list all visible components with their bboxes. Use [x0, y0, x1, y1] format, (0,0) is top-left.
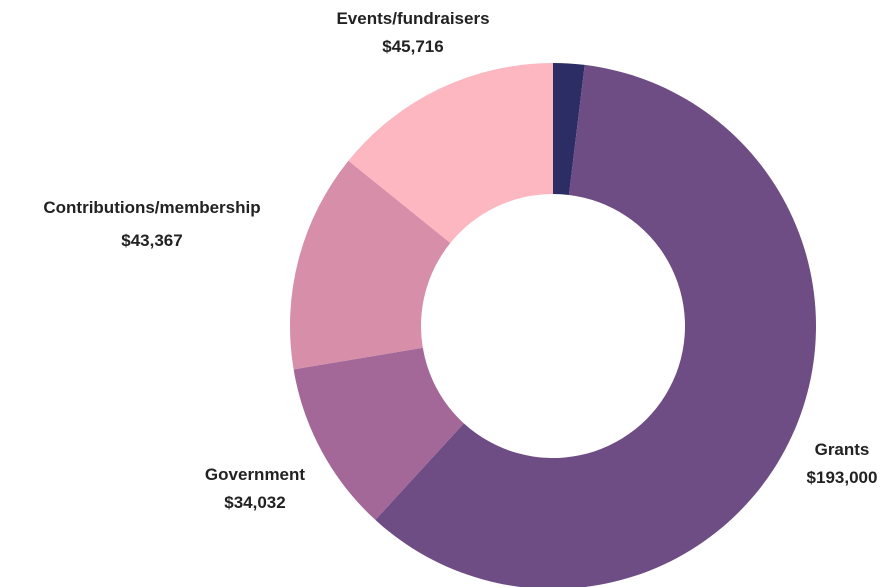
value-contributions-membership: $43,367: [121, 231, 182, 250]
slice-unlabeled-0: [553, 63, 585, 195]
value-events-fundraisers: $45,716: [382, 37, 443, 56]
value-government: $34,032: [224, 493, 285, 512]
donut-slices: [290, 62, 816, 587]
value-grants: $193,000: [807, 468, 878, 487]
label-government: Government: [205, 465, 305, 484]
slice-events-fundraisers: [348, 62, 553, 244]
slice-grants: [375, 64, 816, 587]
label-events-fundraisers: Events/fundraisers: [336, 9, 489, 28]
label-contributions-membership: Contributions/membership: [43, 198, 260, 217]
label-grants: Grants: [815, 440, 870, 459]
slice-government: [293, 347, 464, 520]
slice-contributions-membership: [290, 160, 451, 370]
